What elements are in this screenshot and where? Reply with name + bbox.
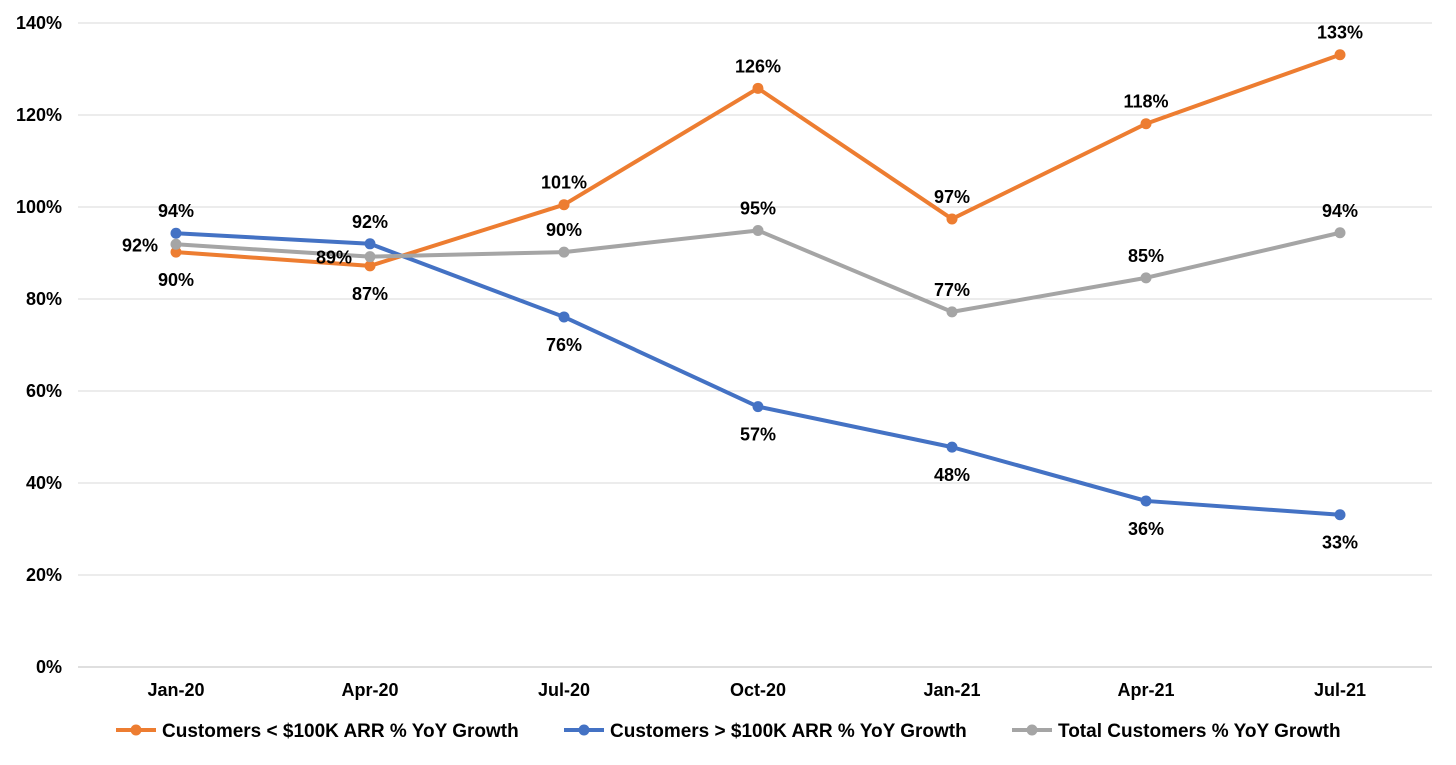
x-axis: Jan-20 Apr-20 Jul-20 Oct-20 Jan-21 Apr-21 Jul-… [147, 680, 1366, 700]
legend-marker [1026, 724, 1038, 736]
data-label: 126% [735, 56, 781, 76]
y-tick-label: 140% [16, 13, 62, 33]
data-point [364, 238, 376, 250]
x-tick-label: Apr-20 [341, 680, 398, 700]
data-labels: 90%87%101%126%97%118%133%94%92%76%57%48%… [122, 23, 1363, 553]
y-tick-label: 0% [36, 657, 62, 677]
data-point [752, 401, 764, 413]
legend-item-2: Total Customers % YoY Growth [1012, 721, 1341, 742]
data-point [1334, 227, 1346, 239]
data-label: 101% [541, 173, 587, 193]
data-point [752, 224, 764, 236]
legend-label: Customers < $100K ARR % YoY Growth [162, 721, 519, 742]
data-label: 94% [1322, 201, 1358, 221]
data-point [170, 246, 182, 258]
legend-marker [578, 724, 590, 736]
data-label: 87% [352, 284, 388, 304]
x-tick-label: Jan-20 [147, 680, 204, 700]
data-point [558, 246, 570, 258]
data-point [364, 260, 376, 272]
data-point [1140, 495, 1152, 507]
x-tick-label: Jan-21 [923, 680, 980, 700]
x-tick-label: Apr-21 [1117, 680, 1174, 700]
data-label: 76% [546, 335, 582, 355]
data-point [946, 213, 958, 225]
gridlines [78, 22, 1432, 668]
data-point [946, 441, 958, 453]
series-line-1 [174, 231, 1342, 517]
data-point [1140, 118, 1152, 130]
data-point [558, 199, 570, 211]
data-point [752, 82, 764, 94]
data-point [170, 238, 182, 250]
data-label: 94% [158, 201, 194, 221]
data-point [1140, 272, 1152, 284]
data-label: 48% [934, 465, 970, 485]
data-label: 85% [1128, 246, 1164, 266]
legend-label: Customers > $100K ARR % YoY Growth [610, 721, 967, 742]
data-label: 77% [934, 280, 970, 300]
series-lines [170, 49, 1346, 521]
x-tick-label: Jul-21 [1314, 680, 1366, 700]
data-label: 92% [122, 235, 158, 255]
data-point [558, 311, 570, 323]
data-label: 92% [352, 212, 388, 232]
data-point [364, 251, 376, 263]
data-label: 36% [1128, 519, 1164, 539]
y-tick-label: 40% [26, 473, 62, 493]
y-tick-label: 80% [26, 289, 62, 309]
y-tick-label: 120% [16, 105, 62, 125]
legend-marker [130, 724, 142, 736]
legend: Customers < $100K ARR % YoY Growth Custom… [116, 721, 1341, 742]
data-label: 57% [740, 425, 776, 445]
data-label: 33% [1322, 533, 1358, 553]
legend-label: Total Customers % YoY Growth [1058, 721, 1341, 742]
y-axis: 0% 20% 40% 60% 80% 100% 120% 140% [16, 13, 62, 677]
y-tick-label: 100% [16, 197, 62, 217]
data-label: 97% [934, 187, 970, 207]
data-point [170, 227, 182, 239]
data-label: 90% [546, 220, 582, 240]
data-point [1334, 49, 1346, 61]
data-label: 118% [1123, 92, 1168, 112]
data-label: 90% [158, 270, 194, 290]
data-point [1334, 509, 1346, 521]
y-tick-label: 20% [26, 565, 62, 585]
data-point [946, 306, 958, 318]
y-tick-label: 60% [26, 381, 62, 401]
x-tick-label: Oct-20 [730, 680, 786, 700]
data-label: 95% [740, 198, 776, 218]
data-label: 89% [316, 248, 352, 268]
data-label: 133% [1317, 23, 1363, 43]
legend-item-1: Customers > $100K ARR % YoY Growth [564, 721, 967, 742]
legend-item-0: Customers < $100K ARR % YoY Growth [116, 721, 519, 742]
x-tick-label: Jul-20 [538, 680, 590, 700]
